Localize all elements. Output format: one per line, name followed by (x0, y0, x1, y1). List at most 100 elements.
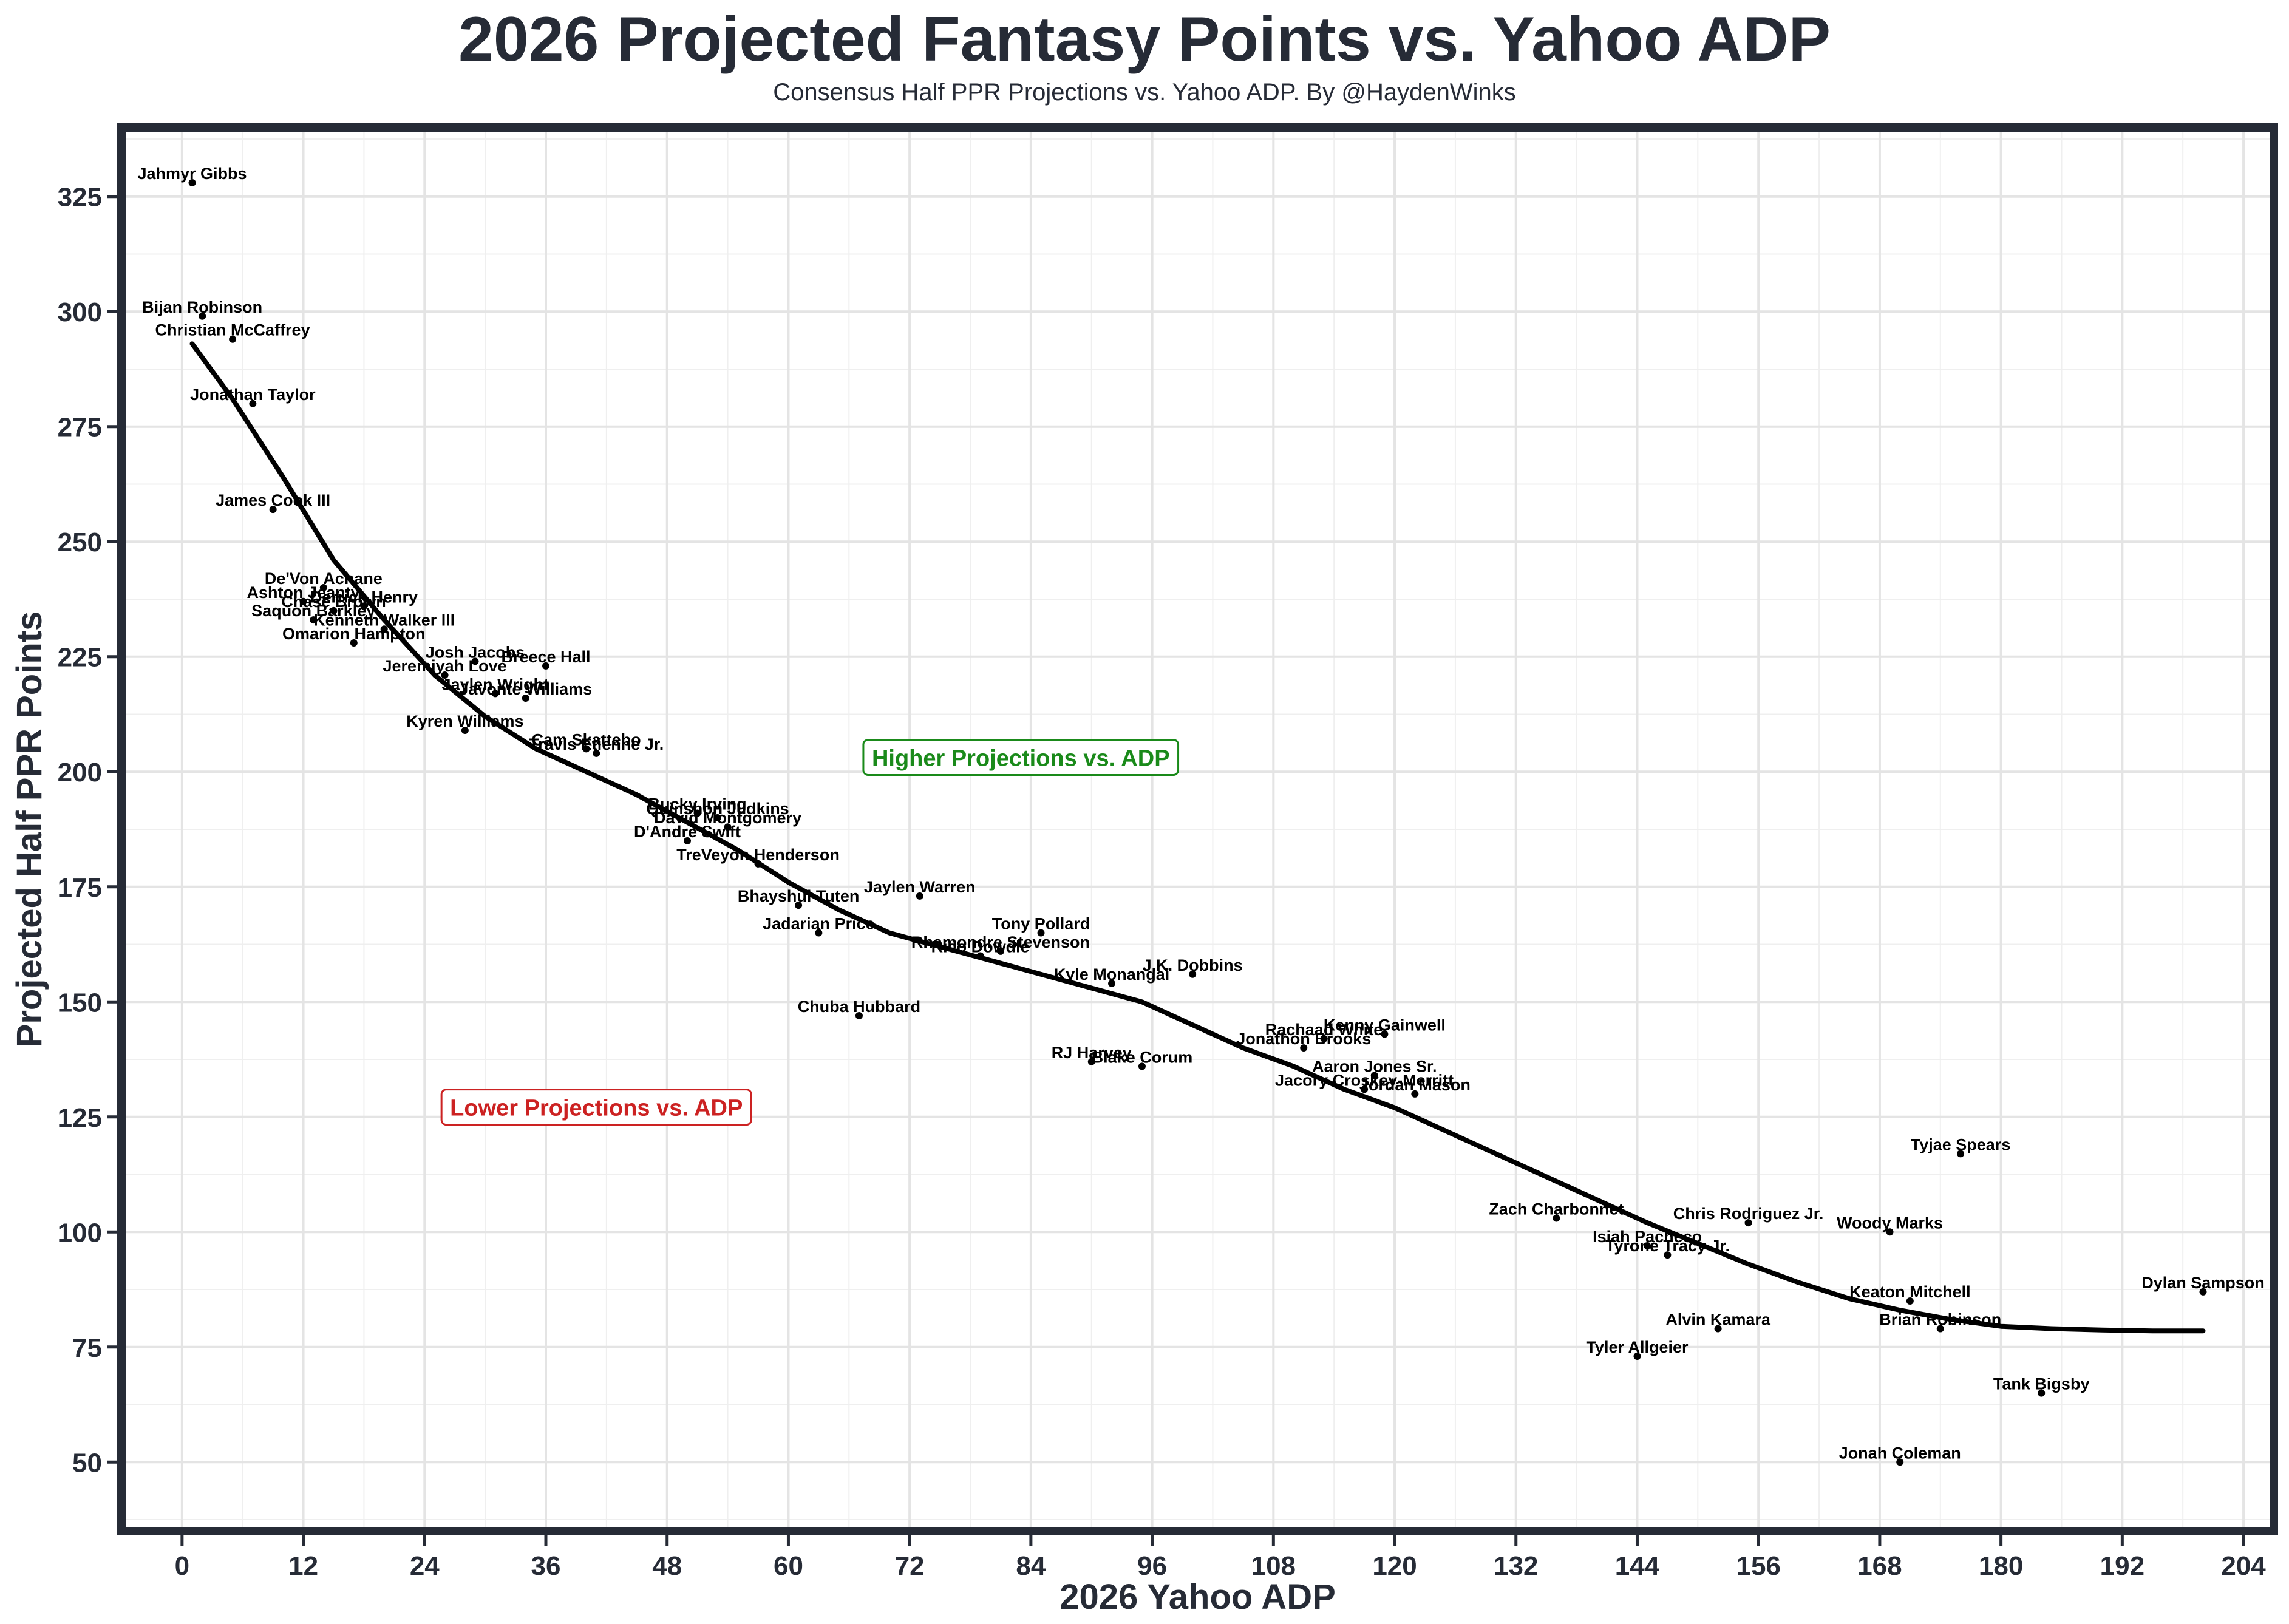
data-point (1906, 1297, 1914, 1305)
point-label: David Montgomery (654, 809, 801, 827)
data-point (330, 606, 338, 614)
x-tick-label: 192 (2100, 1551, 2144, 1581)
trend-line-group (189, 341, 2206, 1334)
point-label: Kenny Gainwell (1324, 1016, 1446, 1034)
x-tick-label: 156 (1736, 1551, 1780, 1581)
x-tick-label: 204 (2221, 1551, 2266, 1581)
point-label: Rachaad White (1265, 1021, 1383, 1039)
point-label: Tank Bigsby (1993, 1375, 2090, 1393)
y-tick-label: 150 (58, 988, 102, 1018)
x-tick-label: 0 (175, 1551, 189, 1581)
data-point (1087, 1058, 1095, 1065)
x-tick-label: 72 (895, 1551, 925, 1581)
x-tick-label: 12 (288, 1551, 318, 1581)
data-point (1037, 929, 1045, 937)
point-label: Tyrone Tracy Jr. (1605, 1237, 1730, 1255)
point-label: Christian McCaffrey (155, 321, 310, 339)
data-point (491, 690, 499, 698)
data-point (199, 312, 206, 320)
data-point (1189, 970, 1197, 978)
data-point (1714, 1325, 1722, 1333)
point-label: Jadarian Price (763, 915, 875, 933)
x-axis-ticks: 0 12 24 36 48 60 72 84 96 108 120 132 144 156 168 180 19… (175, 1535, 2266, 1581)
point-label: Blake Corum (1092, 1048, 1193, 1066)
point-label: Rico Dowdle (931, 937, 1030, 956)
data-point (754, 860, 762, 868)
data-point (795, 902, 803, 909)
point-label: Jeremiyah Love (383, 657, 507, 675)
data-point (1300, 1044, 1308, 1052)
point-label: Quinshon Judkins (646, 800, 789, 818)
y-tick-label: 325 (58, 183, 102, 212)
data-point (360, 602, 368, 610)
data-point (1896, 1458, 1904, 1466)
point-label: Josh Jacobs (426, 643, 525, 661)
data-point (996, 947, 1004, 955)
point-label: Breece Hall (501, 648, 590, 666)
point-label: RJ Harvey (1052, 1044, 1132, 1062)
data-point (1664, 1251, 1672, 1259)
x-tick-label: 36 (531, 1551, 561, 1581)
point-label: Kenneth Walker III (313, 611, 455, 629)
x-tick-label: 96 (1137, 1551, 1167, 1581)
data-point (1644, 1242, 1651, 1250)
point-label: James Cook III (216, 491, 330, 509)
point-label: Tyjae Spears (1911, 1135, 2011, 1153)
y-axis-title: Projected Half PPR Points (10, 611, 49, 1048)
data-point (2199, 1288, 2207, 1296)
data-point (461, 727, 469, 735)
x-tick-label: 60 (774, 1551, 803, 1581)
point-label: Zach Charbonnet (1489, 1200, 1624, 1218)
point-label: Cam Skattebo (532, 730, 641, 749)
x-axis-title: 2026 Yahoo ADP (1059, 1577, 1336, 1617)
data-point (319, 584, 327, 592)
data-point (522, 694, 529, 702)
point-label: J.K. Dobbins (1143, 956, 1243, 974)
x-tick-label: 48 (652, 1551, 682, 1581)
point-label: Chuba Hubbard (798, 997, 921, 1016)
x-tick-label: 24 (410, 1551, 440, 1581)
point-label: Chris Rodriguez Jr. (1673, 1204, 1824, 1223)
data-point (542, 662, 550, 670)
data-point (1957, 1150, 1965, 1158)
x-tick-label: 180 (1979, 1551, 2023, 1581)
data-point (1108, 979, 1116, 987)
data-point (1370, 1072, 1378, 1079)
y-tick-label: 225 (58, 643, 102, 673)
point-label: Bijan Robinson (142, 298, 262, 316)
point-label: Woody Marks (1837, 1214, 1943, 1232)
x-tick-label: 132 (1494, 1551, 1538, 1581)
point-label: Chase Brown (281, 593, 386, 611)
y-tick-label: 250 (58, 528, 102, 557)
point-label: Tyler Allgeier (1586, 1338, 1689, 1356)
data-point (724, 823, 732, 831)
y-tick-label: 200 (58, 758, 102, 787)
data-point (310, 616, 318, 624)
chart-title: 2026 Projected Fantasy Points vs. Yahoo … (458, 4, 1831, 75)
point-label: Kyle Monangai (1054, 965, 1170, 984)
point-label: Jonathan Taylor (190, 386, 316, 404)
point-label: Jonah Coleman (1839, 1444, 1961, 1462)
annotation-text: Lower Projections vs. ADP (450, 1096, 743, 1121)
annotation-box (440, 1089, 752, 1126)
point-label: Jonathon Brooks (1236, 1030, 1371, 1048)
data-point (1320, 1035, 1328, 1042)
data-point (684, 837, 692, 844)
x-tick-label: 108 (1251, 1551, 1296, 1581)
point-label: Derrick Henry (310, 588, 418, 606)
x-tick-label: 84 (1016, 1551, 1046, 1581)
data-point (380, 625, 388, 633)
point-label: Ashton Jeanty (247, 583, 360, 602)
point-label: Jaylen Warren (864, 878, 976, 896)
point-label: Keaton Mitchell (1849, 1283, 1971, 1301)
data-point (815, 929, 823, 937)
data-point (229, 335, 237, 343)
data-point (1138, 1062, 1146, 1070)
data-point (1381, 1030, 1389, 1038)
point-label: TreVeyon Henderson (676, 846, 840, 864)
point-label: Brian Robinson (1879, 1310, 2001, 1328)
major-gridlines (121, 127, 2274, 1531)
data-point (976, 952, 984, 960)
data-points: Jahmyr Gibbs Bijan Robinson Christian McCa… (137, 165, 2265, 1466)
